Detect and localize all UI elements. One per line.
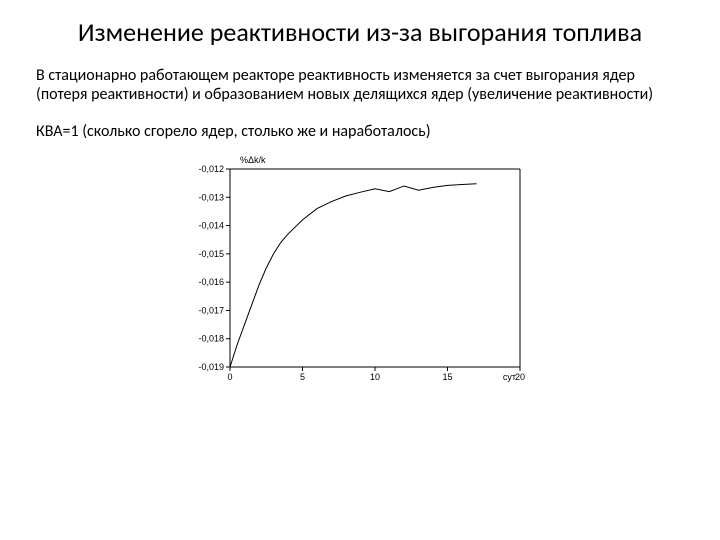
svg-text:10: 10 xyxy=(370,372,380,382)
svg-text:сут: сут xyxy=(503,372,516,382)
svg-text:-0,014: -0,014 xyxy=(198,221,224,231)
slide-title: Изменение реактивности из-за выгорания т… xyxy=(36,18,684,48)
svg-text:20: 20 xyxy=(515,372,525,382)
paragraph-1: В стационарно работающем реакторе реакти… xyxy=(36,66,684,104)
svg-text:15: 15 xyxy=(442,372,452,382)
svg-text:-0,012: -0,012 xyxy=(198,164,224,174)
svg-text:-0,018: -0,018 xyxy=(198,334,224,344)
svg-text:-0,017: -0,017 xyxy=(198,306,224,316)
svg-text:-0,013: -0,013 xyxy=(198,193,224,203)
paragraph-2: КВА=1 (сколько сгорело ядер, столько же … xyxy=(36,122,684,141)
svg-text:-0,019: -0,019 xyxy=(198,362,224,372)
svg-text:5: 5 xyxy=(300,372,305,382)
reactivity-chart: 0 5 10 15 20 -0,012 -0,013 -0,014 -0,015 -0,016 -0… xyxy=(180,151,540,391)
svg-text:-0,015: -0,015 xyxy=(198,249,224,259)
svg-text:%Δk/k: %Δk/k xyxy=(240,155,266,165)
svg-text:0: 0 xyxy=(227,372,232,382)
chart-container: 0 5 10 15 20 -0,012 -0,013 -0,014 -0,015 -0,016 -0… xyxy=(36,151,684,396)
svg-text:-0,016: -0,016 xyxy=(198,278,224,288)
